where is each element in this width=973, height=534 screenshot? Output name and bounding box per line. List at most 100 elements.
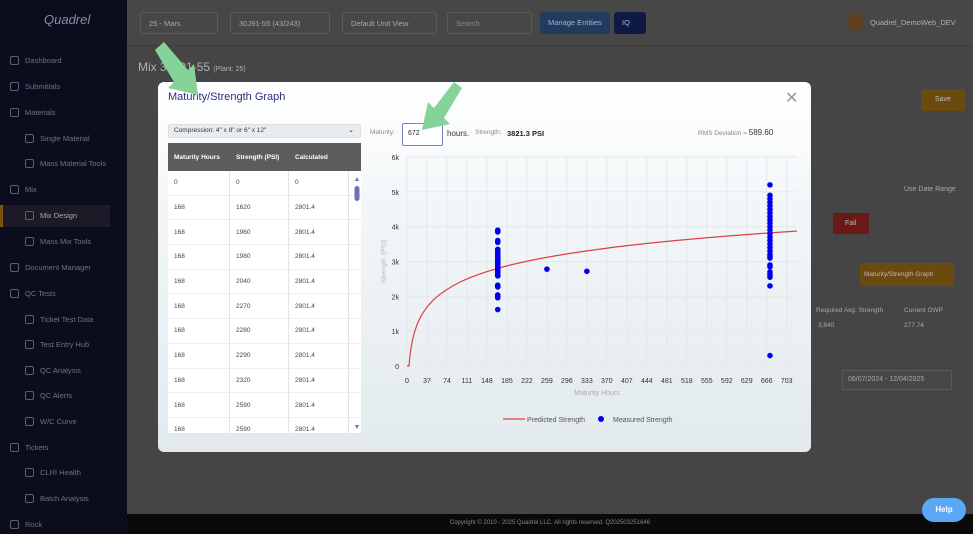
use-date-range-checkbox[interactable]: Use Date Range	[904, 186, 956, 193]
sidebar-item-label: Mass Material Tools	[40, 159, 107, 168]
measured-point	[544, 266, 550, 272]
y-tick-label: 4k	[392, 225, 400, 232]
sidebar-item[interactable]: QC Tests	[10, 289, 56, 298]
table-cell: 2801.4	[289, 417, 349, 433]
maturity-table: Maturity Hours Strength (PSI) Calculated…	[168, 143, 361, 433]
y-tick-label: 0	[395, 364, 399, 371]
sidebar-item[interactable]: Tickets	[10, 443, 48, 452]
plant-select[interactable]: 25 - Mars	[140, 12, 218, 34]
legend-measured-swatch	[598, 416, 604, 422]
table-row[interactable]: 168 2320 2801.4	[168, 368, 361, 394]
menu-icon	[10, 82, 19, 91]
measured-point	[494, 292, 501, 298]
sidebar-item[interactable]: Submittals	[10, 82, 60, 91]
annotation-arrow-icon	[155, 42, 198, 95]
sidebar-item-label: Rock	[25, 520, 43, 529]
avatar[interactable]	[847, 13, 865, 31]
sidebar-item[interactable]: QC Alerts	[25, 391, 72, 400]
sidebar-item[interactable]: Rock	[10, 520, 42, 529]
sidebar-item[interactable]: Materials	[10, 108, 55, 117]
rms-deviation: RMS Deviation = 589.60	[698, 128, 773, 137]
sidebar-item-label: Mass Mix Tools	[40, 237, 92, 246]
close-icon[interactable]: ✕	[785, 90, 799, 107]
sidebar-item[interactable]: W/C Curve	[25, 417, 77, 426]
table-scrollbar[interactable]	[353, 176, 361, 430]
menu-icon	[10, 520, 19, 529]
search-input[interactable]: Search	[447, 12, 532, 34]
predicted-strength-line	[407, 230, 798, 367]
save-button[interactable]: Save	[921, 89, 965, 111]
sidebar-item[interactable]: CLI® Health	[25, 468, 81, 477]
sidebar-item-label: QC Alerts	[40, 391, 73, 400]
sidebar-item[interactable]: Mix Design	[25, 211, 77, 220]
measured-point	[767, 269, 773, 275]
user-name[interactable]: Quadrel_DemoWeb_DEV	[870, 18, 956, 27]
x-tick-label: 148	[481, 378, 493, 385]
table-row[interactable]: 168 2590 2801.4	[168, 417, 361, 433]
menu-icon	[10, 185, 19, 194]
table-cell: 0	[230, 171, 289, 195]
help-button[interactable]: Help	[922, 498, 966, 522]
req-avg-value: 3,840	[818, 322, 835, 329]
menu-icon	[25, 366, 34, 375]
iq-button[interactable]: IQ	[614, 12, 646, 34]
maturity-strength-modal: Maturity/Strength Graph ✕ Compression: 4…	[158, 82, 811, 452]
sidebar-item[interactable]: Document Manager	[10, 263, 91, 272]
specimen-select[interactable]: Compression: 4" x 8" or 6" x 12" ⌄	[168, 124, 361, 138]
table-row[interactable]: 168 2290 2801.4	[168, 343, 361, 369]
sidebar-item[interactable]: Mix	[10, 185, 37, 194]
sidebar-item[interactable]: Single Material	[25, 134, 90, 143]
table-row[interactable]: 168 2040 2801.4	[168, 269, 361, 295]
sidebar-item[interactable]: QC Analysis	[25, 366, 81, 375]
menu-icon	[25, 340, 34, 349]
table-row[interactable]: 168 1980 2801.4	[168, 245, 361, 270]
sidebar-item[interactable]: Dashboard	[10, 56, 62, 65]
table-row[interactable]: 168 2280 2801.4	[168, 319, 361, 344]
table-cell: 168	[168, 368, 230, 393]
sidebar: Quadrel Dashboard Submittals Materials Sing…	[0, 0, 127, 534]
sidebar-item-label: QC Analysis	[40, 366, 81, 375]
x-tick-label: 185	[501, 378, 513, 385]
x-tick-label: 259	[541, 378, 553, 385]
measured-point	[494, 246, 501, 253]
table-cell: 2280	[230, 319, 289, 343]
maturity-strength-graph-button[interactable]: Maturity/Strength Graph	[860, 263, 954, 286]
unit-view-select[interactable]: Default Unit View	[342, 12, 437, 34]
sidebar-item[interactable]: Mass Material Tools	[25, 159, 106, 168]
rms-label: RMS Deviation =	[698, 130, 747, 137]
table-cell: 2290	[230, 343, 289, 368]
table-row[interactable]: 168 1620 2801.4	[168, 195, 361, 221]
table-cell: 168	[168, 393, 230, 417]
maturity-input[interactable]: 672	[402, 123, 443, 146]
date-range-input[interactable]: 06/07/2024 - 12/04/2025	[842, 370, 952, 390]
mix-select[interactable]: 30J91-55 (43/243)	[230, 12, 330, 34]
sidebar-item[interactable]: Batch Analysis	[25, 494, 89, 503]
sidebar-item[interactable]: Mass Mix Tools	[25, 237, 91, 246]
menu-icon	[10, 443, 19, 452]
x-tick-label: 111	[462, 378, 473, 385]
sidebar-item-label: Single Material	[40, 134, 90, 143]
menu-icon	[10, 56, 19, 65]
table-cell: 2270	[230, 294, 289, 319]
table-cell: 2590	[230, 393, 289, 417]
manage-entities-button[interactable]: Manage Entities	[540, 12, 610, 34]
sidebar-item-label: Ticket Test Data	[40, 315, 94, 324]
x-tick-label: 370	[601, 378, 613, 385]
y-tick-label: 1k	[392, 329, 400, 336]
table-row[interactable]: 168 1960 2801.4	[168, 220, 361, 246]
chevron-down-icon: ⌄	[348, 127, 354, 134]
sidebar-item-label: Batch Analysis	[40, 494, 89, 503]
table-row[interactable]: 168 2590 2801.4	[168, 393, 361, 418]
sidebar-item[interactable]: Ticket Test Data	[25, 315, 93, 324]
table-cell: 1980	[230, 245, 289, 269]
sidebar-item[interactable]: Test Entry Hub	[25, 340, 89, 349]
table-cell: 2801.4	[289, 245, 349, 269]
table-cell: 2801.4	[289, 269, 349, 294]
table-row[interactable]: 168 2270 2801.4	[168, 294, 361, 320]
measured-point	[494, 306, 501, 313]
sidebar-item-label: W/C Curve	[40, 417, 77, 426]
measured-point	[494, 282, 501, 288]
y-axis-label: Strength (PSI)	[381, 239, 388, 283]
sidebar-item-label: Document Manager	[25, 263, 91, 272]
